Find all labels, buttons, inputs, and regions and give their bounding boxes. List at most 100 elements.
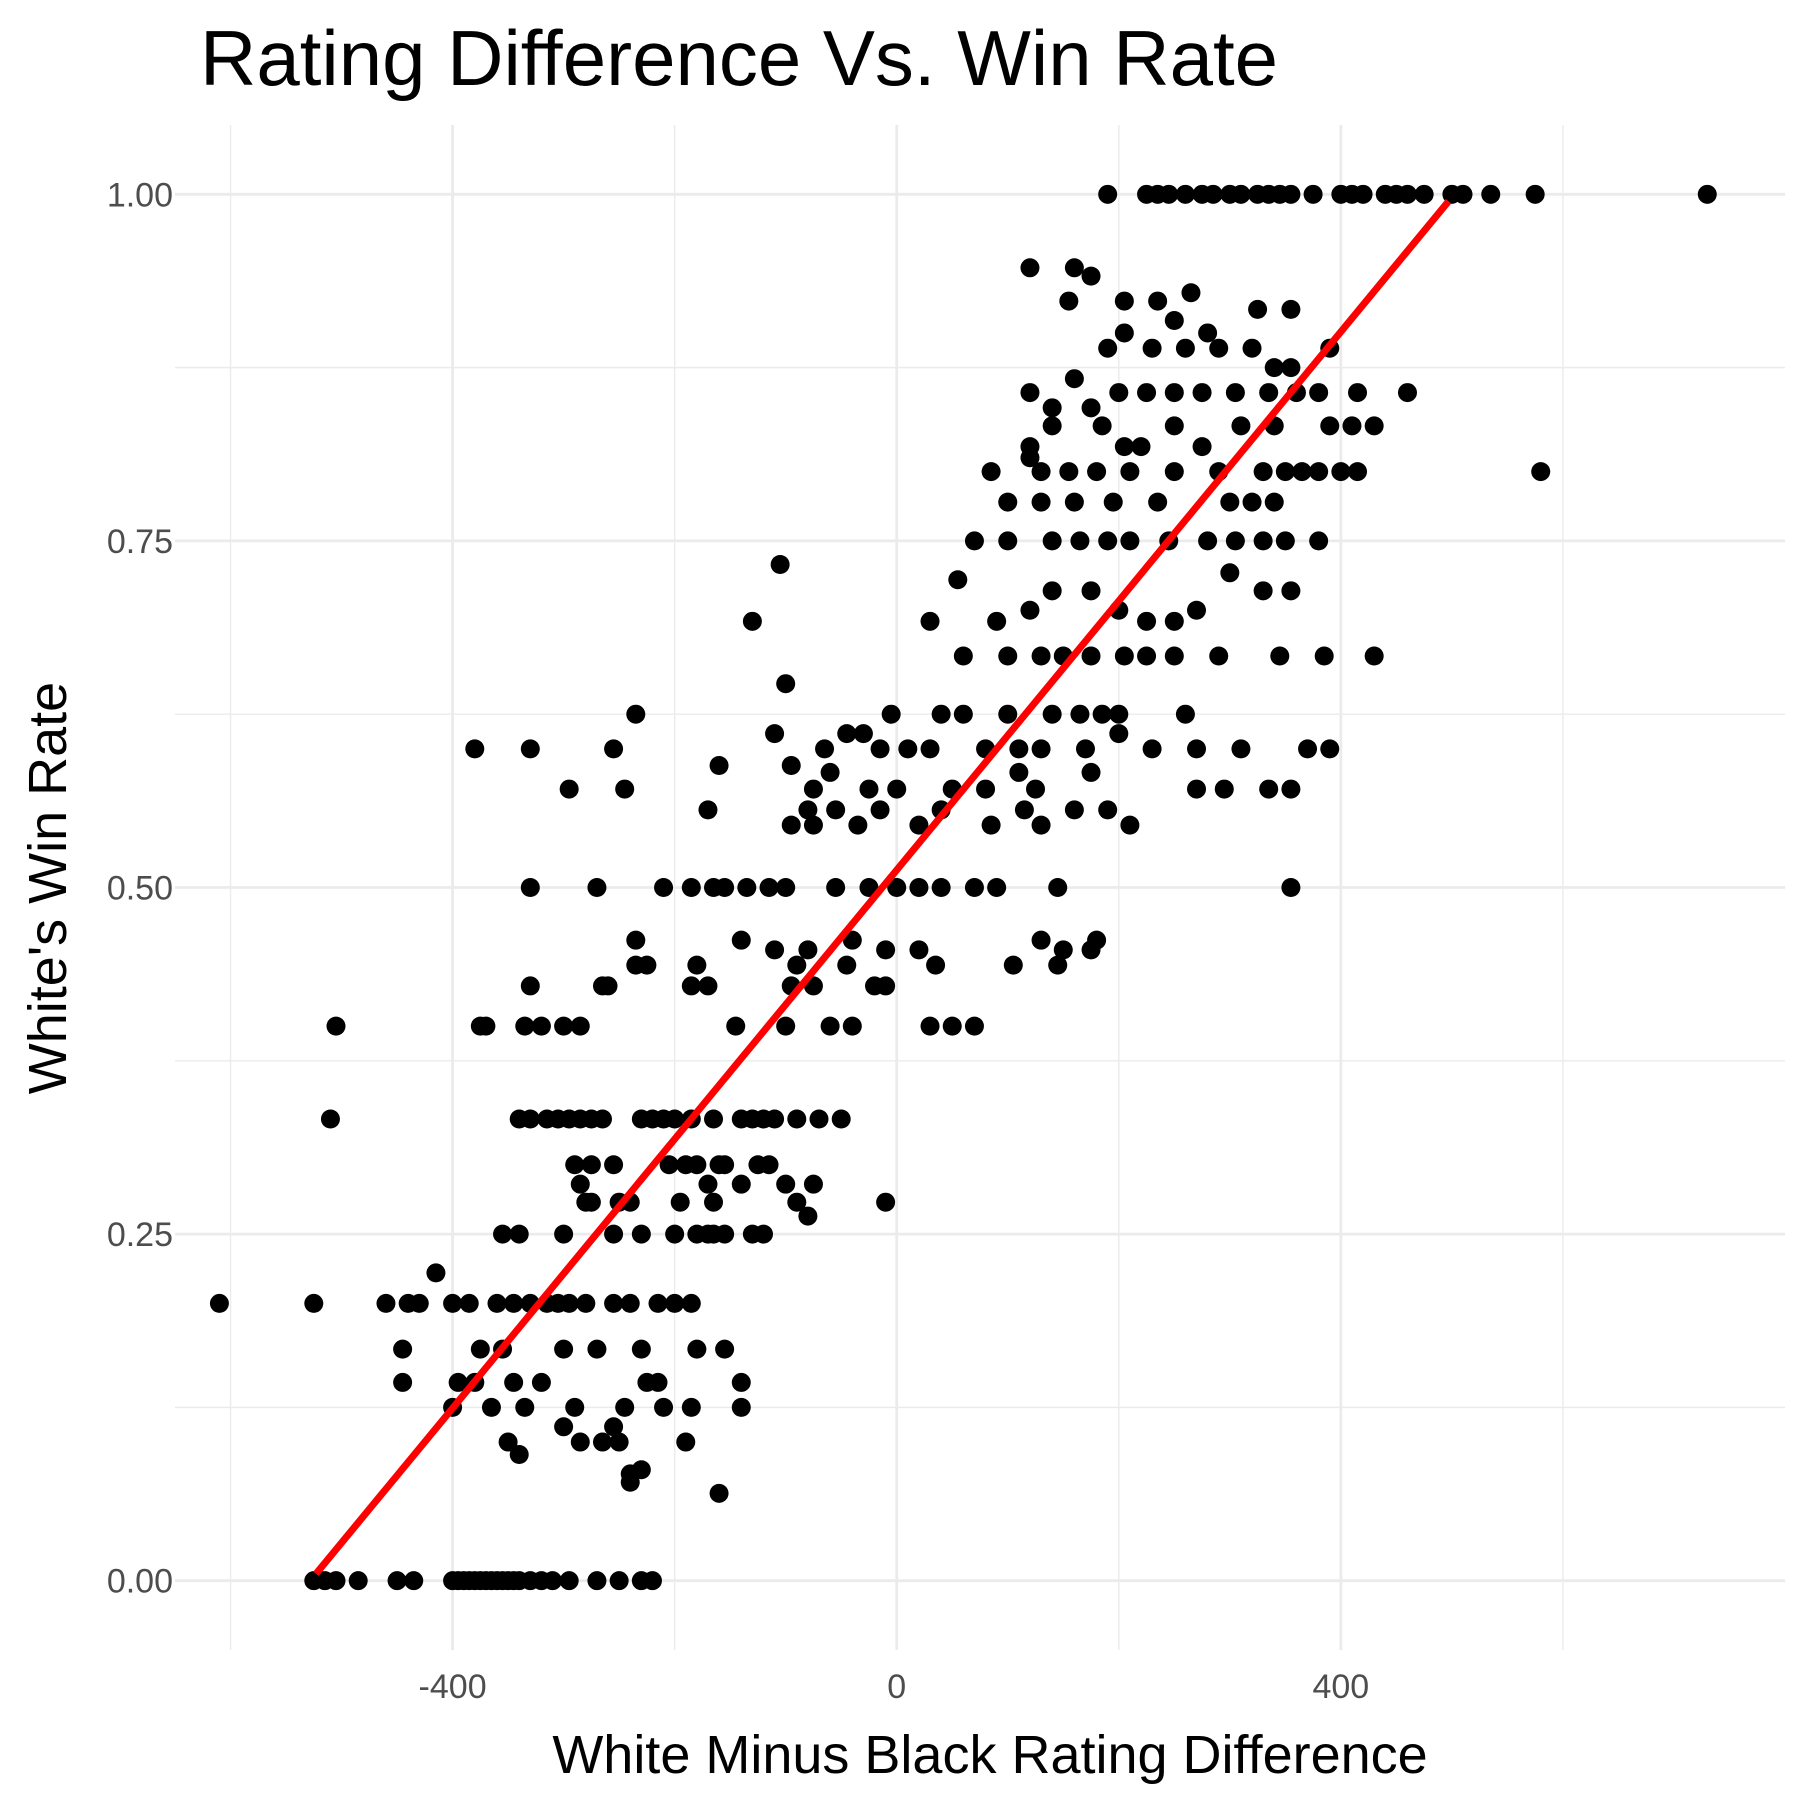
data-point: [681, 878, 701, 897]
data-point: [642, 1571, 662, 1591]
data-point: [909, 878, 929, 897]
data-point: [1064, 492, 1084, 512]
data-point: [931, 704, 951, 724]
data-point: [1525, 184, 1545, 204]
data-point: [393, 1372, 413, 1392]
data-point: [704, 1192, 724, 1212]
data-point: [470, 1339, 490, 1359]
data-point: [1092, 704, 1112, 724]
data-point: [1264, 358, 1284, 378]
data-point: [770, 554, 790, 574]
data-point: [426, 1263, 446, 1283]
data-point: [948, 570, 968, 590]
data-point: [554, 1224, 574, 1244]
data-point: [1697, 184, 1717, 204]
data-point: [887, 878, 907, 897]
data-point: [1209, 646, 1229, 666]
x-axis-tick-labels: -400 0 400: [419, 1668, 1370, 1706]
data-point: [776, 1174, 796, 1194]
data-point: [409, 1293, 429, 1313]
data-point: [393, 1339, 413, 1359]
data-point: [731, 1372, 751, 1392]
data-point: [1042, 581, 1062, 601]
data-point: [509, 1445, 529, 1465]
data-point: [1148, 492, 1168, 512]
data-point: [1164, 416, 1184, 436]
data-point: [598, 976, 618, 996]
data-point: [781, 815, 801, 835]
data-point: [531, 1016, 551, 1036]
data-point: [870, 800, 890, 820]
data-point: [815, 739, 835, 759]
data-point: [1281, 779, 1301, 799]
data-point: [737, 878, 757, 897]
data-point: [742, 611, 762, 631]
data-point: [731, 1174, 751, 1194]
data-point: [1292, 462, 1312, 482]
data-point: [859, 779, 879, 799]
data-point: [520, 739, 540, 759]
data-point: [1059, 291, 1079, 311]
data-point: [1281, 299, 1301, 319]
data-point: [787, 1109, 807, 1129]
data-point: [1098, 338, 1118, 358]
data-point: [570, 1432, 590, 1452]
data-point: [531, 1372, 551, 1392]
data-point: [665, 1293, 685, 1313]
data-point: [1259, 383, 1279, 403]
data-point: [520, 1109, 540, 1129]
data-point: [920, 611, 940, 631]
data-point: [1137, 611, 1157, 631]
data-point: [576, 1293, 596, 1313]
data-point: [487, 1293, 507, 1313]
data-point: [976, 779, 996, 799]
data-point: [637, 955, 657, 975]
data-point: [765, 1109, 785, 1129]
data-point: [1075, 739, 1095, 759]
data-point: [1225, 383, 1245, 403]
data-point: [687, 1155, 707, 1175]
data-point: [1248, 299, 1268, 319]
data-point: [1087, 462, 1107, 482]
data-point: [1042, 416, 1062, 436]
data-point: [1137, 646, 1157, 666]
data-point: [570, 1016, 590, 1036]
data-point: [704, 1109, 724, 1129]
data-point: [515, 1016, 535, 1036]
data-point: [1042, 398, 1062, 418]
data-point: [753, 1224, 773, 1244]
data-point: [515, 1397, 535, 1417]
data-point: [1009, 762, 1029, 782]
data-point: [765, 724, 785, 744]
data-point: [1064, 369, 1084, 389]
y-tick-label: 0.75: [107, 523, 173, 561]
data-point: [681, 1397, 701, 1417]
data-point: [876, 976, 896, 996]
data-point: [1114, 323, 1134, 343]
data-point: [1092, 416, 1112, 436]
data-point: [1020, 258, 1040, 278]
data-point: [654, 1397, 674, 1417]
data-point: [803, 1174, 823, 1194]
data-point: [1348, 383, 1368, 403]
data-point: [731, 930, 751, 950]
data-point: [1214, 779, 1234, 799]
data-point: [615, 1397, 635, 1417]
data-point: [1187, 600, 1207, 620]
data-point: [820, 762, 840, 782]
data-point: [1275, 462, 1295, 482]
data-point: [709, 1483, 729, 1503]
data-point: [1164, 611, 1184, 631]
data-point: [1281, 358, 1301, 378]
data-point: [1164, 310, 1184, 330]
data-point: [964, 878, 984, 897]
data-point: [559, 779, 579, 799]
data-point: [1270, 646, 1290, 666]
data-point: [709, 756, 729, 775]
data-point: [1231, 416, 1251, 436]
data-point: [581, 1192, 601, 1212]
data-point: [665, 1109, 685, 1129]
data-point: [1087, 930, 1107, 950]
data-point: [1137, 383, 1157, 403]
data-point: [987, 878, 1007, 897]
